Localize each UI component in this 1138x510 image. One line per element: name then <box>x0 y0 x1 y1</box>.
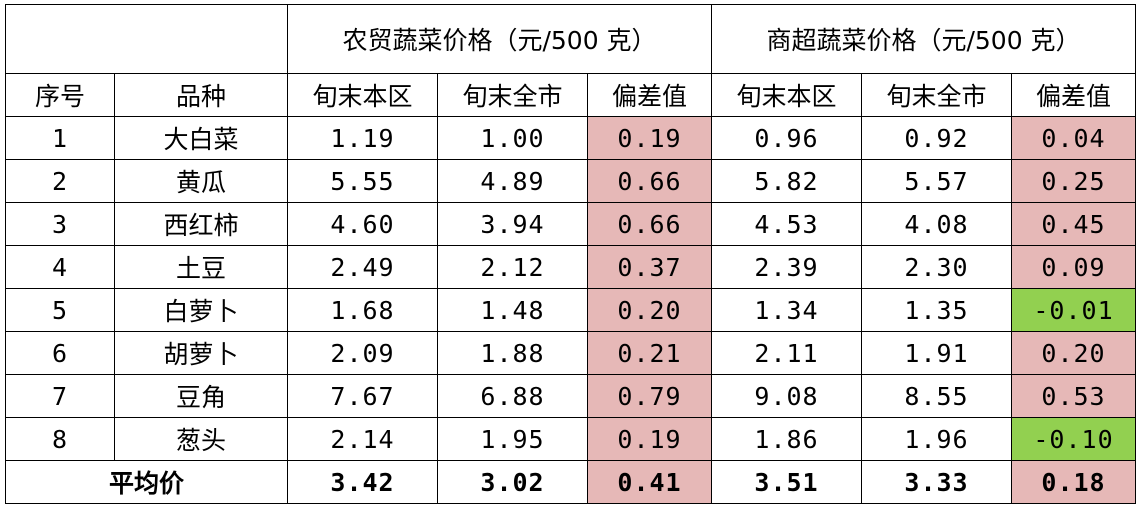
index-cell: 4 <box>5 245 115 289</box>
table-row: 7 豆角 7.67 6.88 0.79 9.08 8.55 0.53 <box>5 374 1136 418</box>
table-row: 4 土豆 2.49 2.12 0.37 2.39 2.30 0.09 <box>5 245 1136 289</box>
corner-cell <box>5 4 288 74</box>
variety-column-header: 品种 <box>114 73 288 117</box>
mall-diff-cell: 0.25 <box>1011 159 1136 203</box>
index-cell: 7 <box>5 374 115 418</box>
farm-local-price-cell: 4.60 <box>287 202 438 246</box>
farm-diff-cell: 0.21 <box>587 331 712 375</box>
mall-diff-cell: 0.09 <box>1011 245 1136 289</box>
mall-city-price-cell: 4.08 <box>861 202 1012 246</box>
farm-diff-cell: 0.79 <box>587 374 712 418</box>
mall-diff-cell: 0.53 <box>1011 374 1136 418</box>
index-cell: 1 <box>5 116 115 160</box>
variety-cell: 西红柿 <box>114 202 288 246</box>
mall-city-price-cell: 1.91 <box>861 331 1012 375</box>
average-farm-city-cell: 3.02 <box>437 460 588 504</box>
farm-diff-cell: 0.66 <box>587 202 712 246</box>
mall-diff-cell: 0.04 <box>1011 116 1136 160</box>
table-row: 5 白萝卜 1.68 1.48 0.20 1.34 1.35 -0.01 <box>5 288 1136 332</box>
mall-city-price-cell: 2.30 <box>861 245 1012 289</box>
group-header-row: 农贸蔬菜价格（元/500 克） 商超蔬菜价格（元/500 克） <box>5 4 1136 74</box>
index-cell: 3 <box>5 202 115 246</box>
mall-diff-column-header: 偏差值 <box>1011 73 1136 117</box>
mall-local-price-cell: 1.86 <box>711 417 862 461</box>
variety-cell: 胡萝卜 <box>114 331 288 375</box>
average-mall-diff-cell: 0.18 <box>1011 460 1136 504</box>
farm-local-price-cell: 7.67 <box>287 374 438 418</box>
farm-city-price-cell: 1.00 <box>437 116 588 160</box>
farm-city-price-cell: 1.95 <box>437 417 588 461</box>
column-header-row: 序号 品种 旬末本区 旬末全市 偏差值 旬末本区 旬末全市 偏差值 <box>5 73 1136 117</box>
average-mall-city-cell: 3.33 <box>861 460 1012 504</box>
table-row: 6 胡萝卜 2.09 1.88 0.21 2.11 1.91 0.20 <box>5 331 1136 375</box>
mall-diff-cell: -0.01 <box>1011 288 1136 332</box>
average-row: 平均价 3.42 3.02 0.41 3.51 3.33 0.18 <box>5 460 1136 504</box>
vegetable-price-table: 农贸蔬菜价格（元/500 克） 商超蔬菜价格（元/500 克） 序号 品种 旬末… <box>5 4 1136 504</box>
farm-city-price-cell: 2.12 <box>437 245 588 289</box>
farm-price-group-header: 农贸蔬菜价格（元/500 克） <box>287 4 712 74</box>
variety-cell: 葱头 <box>114 417 288 461</box>
mall-diff-cell: 0.20 <box>1011 331 1136 375</box>
index-cell: 6 <box>5 331 115 375</box>
mall-local-price-cell: 9.08 <box>711 374 862 418</box>
mall-city-price-cell: 1.35 <box>861 288 1012 332</box>
average-farm-local-cell: 3.42 <box>287 460 438 504</box>
farm-city-column-header: 旬末全市 <box>437 73 588 117</box>
mall-local-price-cell: 5.82 <box>711 159 862 203</box>
farm-city-price-cell: 1.48 <box>437 288 588 332</box>
farm-diff-column-header: 偏差值 <box>587 73 712 117</box>
farm-local-price-cell: 2.49 <box>287 245 438 289</box>
average-mall-local-cell: 3.51 <box>711 460 862 504</box>
farm-local-price-cell: 5.55 <box>287 159 438 203</box>
variety-cell: 大白菜 <box>114 116 288 160</box>
farm-city-price-cell: 3.94 <box>437 202 588 246</box>
mall-city-price-cell: 8.55 <box>861 374 1012 418</box>
mall-local-price-cell: 2.11 <box>711 331 862 375</box>
mall-city-price-cell: 0.92 <box>861 116 1012 160</box>
variety-cell: 白萝卜 <box>114 288 288 332</box>
farm-city-price-cell: 1.88 <box>437 331 588 375</box>
mall-local-price-cell: 0.96 <box>711 116 862 160</box>
farm-local-price-cell: 1.68 <box>287 288 438 332</box>
index-cell: 2 <box>5 159 115 203</box>
mall-local-column-header: 旬末本区 <box>711 73 862 117</box>
farm-local-price-cell: 1.19 <box>287 116 438 160</box>
mall-diff-cell: -0.10 <box>1011 417 1136 461</box>
mall-city-price-cell: 5.57 <box>861 159 1012 203</box>
mall-price-group-header: 商超蔬菜价格（元/500 克） <box>711 4 1136 74</box>
farm-diff-cell: 0.19 <box>587 116 712 160</box>
mall-diff-cell: 0.45 <box>1011 202 1136 246</box>
farm-diff-cell: 0.37 <box>587 245 712 289</box>
average-label: 平均价 <box>5 460 288 504</box>
mall-local-price-cell: 2.39 <box>711 245 862 289</box>
table-row: 8 葱头 2.14 1.95 0.19 1.86 1.96 -0.10 <box>5 417 1136 461</box>
mall-city-column-header: 旬末全市 <box>861 73 1012 117</box>
index-cell: 5 <box>5 288 115 332</box>
farm-diff-cell: 0.19 <box>587 417 712 461</box>
mall-local-price-cell: 4.53 <box>711 202 862 246</box>
table-row: 3 西红柿 4.60 3.94 0.66 4.53 4.08 0.45 <box>5 202 1136 246</box>
index-column-header: 序号 <box>5 73 115 117</box>
farm-local-column-header: 旬末本区 <box>287 73 438 117</box>
variety-cell: 土豆 <box>114 245 288 289</box>
farm-local-price-cell: 2.14 <box>287 417 438 461</box>
index-cell: 8 <box>5 417 115 461</box>
table-row: 2 黄瓜 5.55 4.89 0.66 5.82 5.57 0.25 <box>5 159 1136 203</box>
mall-city-price-cell: 1.96 <box>861 417 1012 461</box>
farm-local-price-cell: 2.09 <box>287 331 438 375</box>
farm-diff-cell: 0.20 <box>587 288 712 332</box>
average-farm-diff-cell: 0.41 <box>587 460 712 504</box>
mall-local-price-cell: 1.34 <box>711 288 862 332</box>
table-row: 1 大白菜 1.19 1.00 0.19 0.96 0.92 0.04 <box>5 116 1136 160</box>
farm-city-price-cell: 4.89 <box>437 159 588 203</box>
variety-cell: 豆角 <box>114 374 288 418</box>
farm-diff-cell: 0.66 <box>587 159 712 203</box>
farm-city-price-cell: 6.88 <box>437 374 588 418</box>
variety-cell: 黄瓜 <box>114 159 288 203</box>
